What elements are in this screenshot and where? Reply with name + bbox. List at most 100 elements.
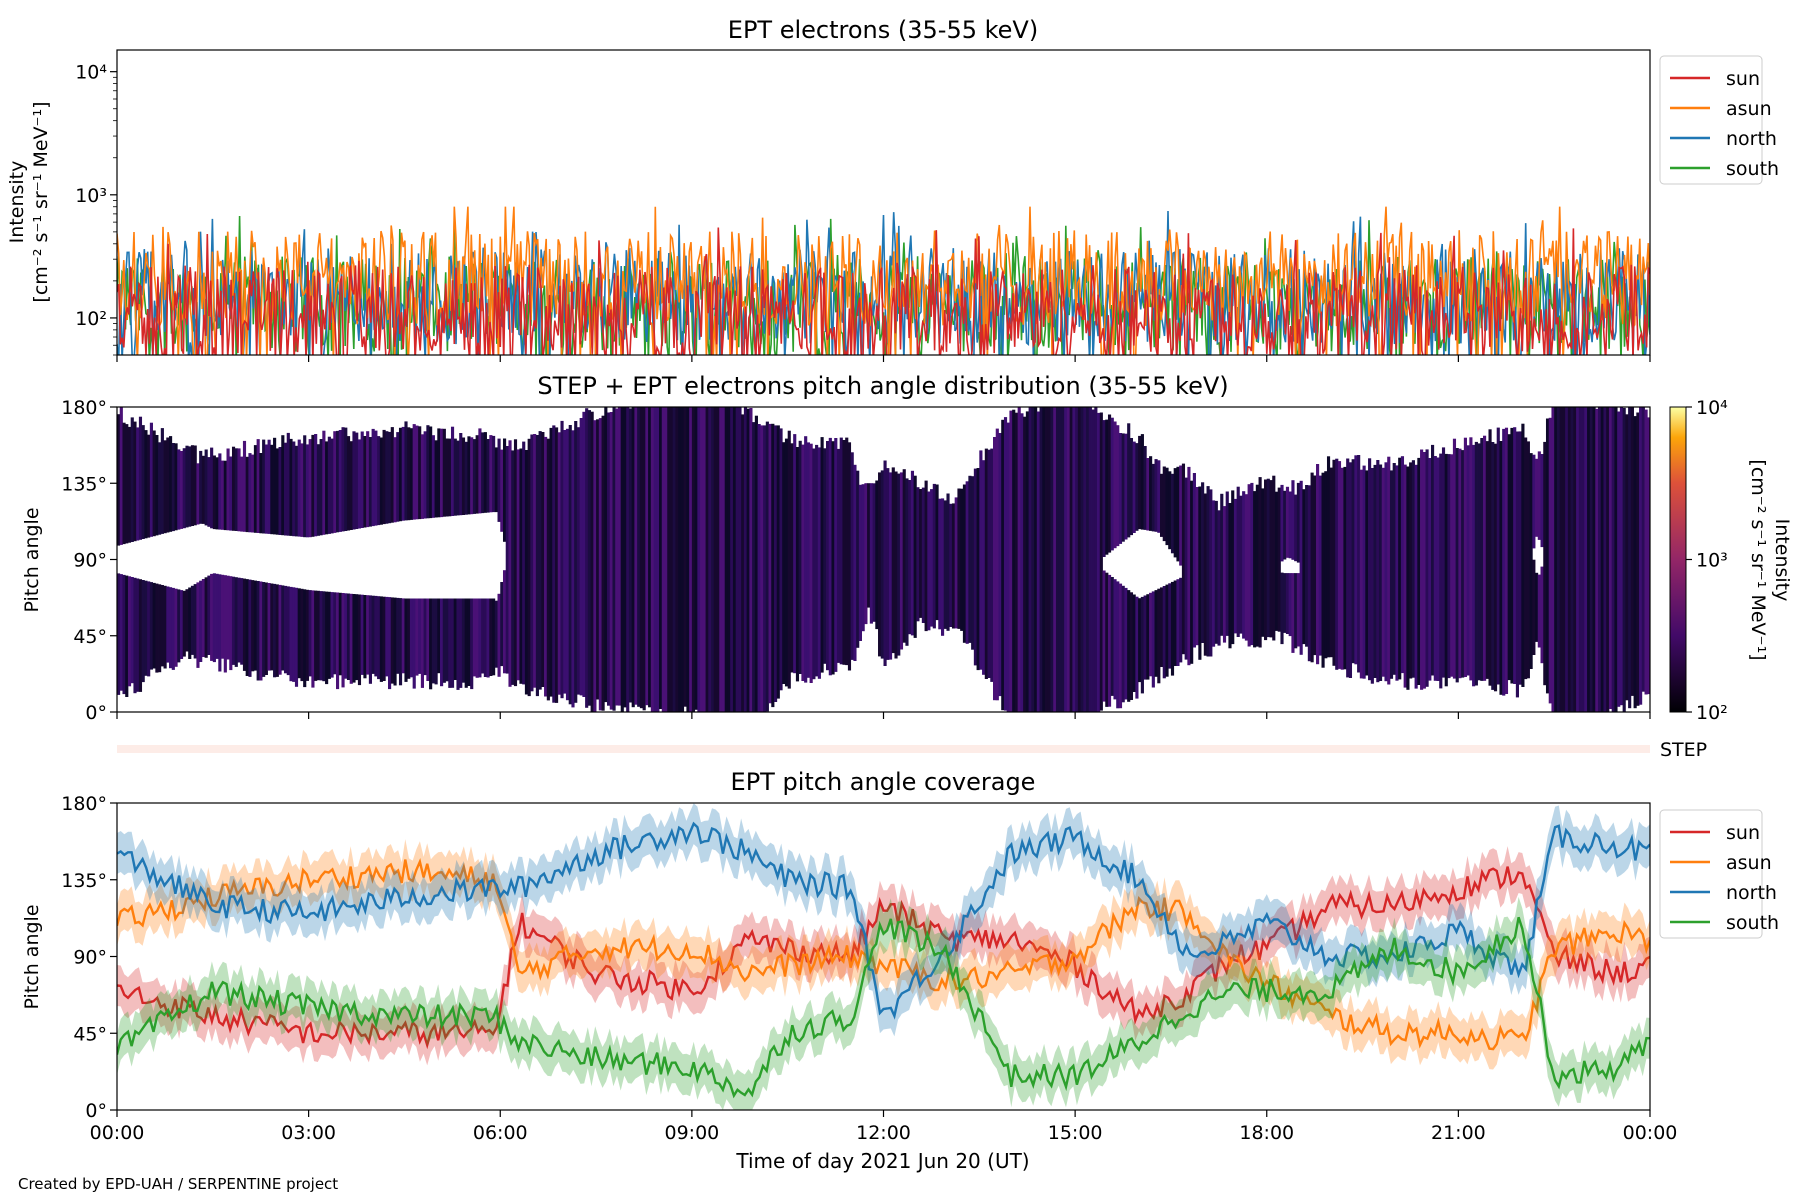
heatmap-cell [1212, 500, 1216, 647]
heatmap-cell [133, 421, 137, 542]
heatmap-cell [188, 446, 192, 527]
heatmap-cell [492, 598, 496, 676]
heatmap-cell [352, 594, 356, 683]
heatmap-cell [141, 425, 145, 539]
heatmap-cell [377, 596, 381, 680]
heatmap-cell [1647, 417, 1650, 695]
heatmap-cell [538, 431, 542, 690]
heatmap-cell [292, 441, 296, 537]
panel4-xtick-label-4: 12:00 [856, 1122, 911, 1144]
heatmap-cell [420, 434, 424, 519]
heatmap-cell [557, 432, 561, 695]
heatmap-cell [368, 595, 372, 684]
heatmap-cell [349, 593, 353, 684]
heatmap-cell [508, 440, 512, 687]
heatmap-cell [749, 408, 753, 712]
heatmap-cell [1283, 573, 1287, 633]
heatmap-cell [262, 582, 266, 677]
heatmap-cell [218, 453, 222, 530]
heatmap-cell [256, 581, 260, 681]
heatmap-cell [461, 598, 466, 683]
heatmap-cell [921, 487, 925, 623]
heatmap-cell [314, 590, 318, 681]
heatmap-cell [864, 483, 868, 625]
panel1-title: EPT electrons (35-55 keV) [728, 16, 1038, 44]
heatmap-cell [1368, 458, 1372, 681]
heatmap-cell [1253, 491, 1257, 648]
heatmap-cell [1595, 408, 1599, 712]
heatmap-cell [1091, 409, 1095, 712]
heatmap-cell [1343, 466, 1347, 670]
heatmap-cell [549, 427, 553, 697]
heatmap-cell [1028, 407, 1032, 712]
heatmap-cell [144, 580, 148, 676]
heatmap-cell [201, 579, 205, 657]
heatmap-cell [1400, 456, 1405, 674]
heatmap-cell [812, 448, 816, 680]
panel4-title: EPT pitch angle coverage [731, 768, 1036, 796]
heatmap-cell [1162, 466, 1166, 542]
heatmap-cell [669, 407, 674, 712]
heatmap-cell [648, 407, 652, 708]
panel2-ytick-label-0: 0° [85, 702, 107, 724]
heatmap-cell [174, 443, 178, 531]
heatmap-cell [1233, 498, 1238, 634]
heatmap-cell [130, 577, 134, 684]
heatmap-cell [223, 575, 227, 673]
heatmap-cell [1507, 434, 1511, 681]
heatmap-cell [713, 407, 717, 712]
heatmap-cell [533, 434, 537, 688]
heatmap-cell [853, 464, 857, 661]
heatmap-cell [420, 598, 424, 688]
heatmap-cell [1370, 468, 1374, 684]
heatmap-cell [1066, 407, 1071, 712]
heatmap-cell [585, 408, 589, 708]
heatmap-cell [1441, 447, 1446, 678]
heatmap-cell [847, 442, 852, 671]
heatmap-cell [1031, 407, 1035, 712]
heatmap-cell [253, 445, 258, 533]
heatmap-cell [1592, 407, 1596, 712]
panel4-legend-frame [1659, 809, 1763, 939]
heatmap-cell [910, 470, 915, 636]
heatmap-cell [169, 587, 173, 669]
heatmap-cell [1548, 417, 1552, 704]
heatmap-cell [836, 448, 841, 663]
heatmap-cell [1493, 443, 1498, 692]
heatmap-cell [1488, 429, 1492, 686]
panel1-ylabel-line1: Intensity [6, 161, 28, 244]
heatmap-cell [1417, 457, 1421, 685]
heatmap-cell [1373, 464, 1377, 678]
heatmap-cell [346, 436, 351, 531]
heatmap-cell [544, 436, 548, 697]
heatmap-cell [752, 422, 756, 712]
heatmap-cell [774, 425, 778, 702]
heatmap-cell [492, 435, 496, 513]
heatmap-cell [283, 442, 288, 536]
heatmap-cell [229, 576, 233, 671]
heatmap-cell [1129, 592, 1134, 700]
heatmap-cell [888, 472, 893, 660]
heatmap-cell [500, 582, 504, 667]
heatmap-cell [1209, 489, 1213, 657]
heatmap-cell [467, 598, 471, 686]
heatmap-cell [858, 484, 862, 641]
heatmap-cell [596, 419, 600, 700]
heatmap-cell [1483, 435, 1487, 681]
heatmap-cell [382, 429, 386, 525]
heatmap-cell [519, 448, 523, 684]
heatmap-cell [831, 441, 835, 675]
heatmap-cell [1294, 494, 1298, 562]
panel4-line-north [117, 821, 1650, 1020]
heatmap-cell [223, 460, 227, 531]
heatmap-cell [771, 423, 775, 708]
heatmap-cell [1532, 454, 1536, 549]
heatmap-cell [215, 457, 219, 530]
heatmap-cell [418, 426, 422, 520]
panel4-xtick-label-3: 09:00 [664, 1122, 719, 1144]
heatmap-cell [119, 574, 123, 691]
heatmap-cell [218, 574, 222, 672]
heatmap-cell [943, 500, 947, 629]
panel2-ytick-label-3: 135° [61, 473, 107, 495]
heatmap-cell [1105, 572, 1109, 707]
